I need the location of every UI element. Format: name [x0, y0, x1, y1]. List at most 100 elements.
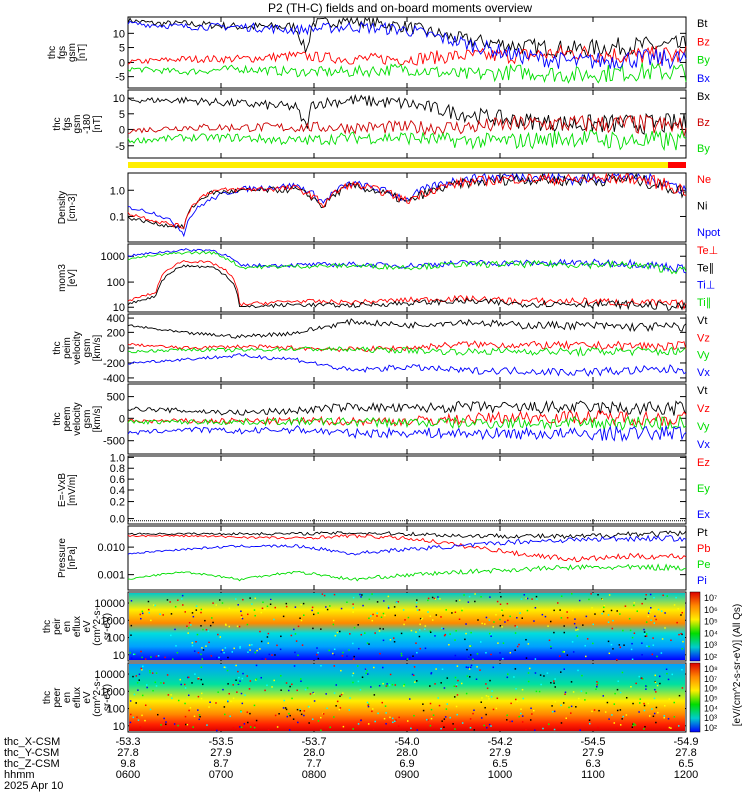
spectrogram-pixel	[413, 666, 416, 668]
spectrogram-pixel	[264, 689, 266, 692]
spectrogram-pixel	[313, 700, 316, 702]
spectrogram-pixel	[442, 627, 445, 630]
spectrogram-pixel	[356, 665, 359, 667]
spectrogram-pixel	[594, 613, 596, 615]
spectrogram-pixel	[550, 647, 552, 650]
spectrogram-pixel	[531, 598, 533, 600]
axis-value-y: 28.0	[303, 747, 324, 759]
spectrogram-pixel	[299, 709, 302, 712]
spectrogram-pixel	[207, 630, 210, 633]
spectrogram-pixel	[439, 598, 441, 600]
spectrogram-pixel	[368, 617, 370, 620]
spectrogram-pixel	[525, 597, 528, 600]
spectrogram-pixel	[638, 711, 640, 713]
spectrogram-pixel	[312, 627, 314, 630]
spectrogram-pixel	[360, 719, 362, 722]
spectrogram-pixel	[335, 705, 337, 707]
spectrogram-pixel	[280, 635, 282, 638]
spectrogram-pixel	[171, 697, 173, 699]
spectrogram-pixel	[422, 703, 424, 705]
spectrogram-pixel	[430, 708, 433, 711]
spectrogram-pixel	[285, 602, 288, 605]
spectrogram-pixel	[585, 655, 587, 658]
spectrogram-pixel	[200, 666, 203, 669]
spectrogram-pixel	[286, 715, 289, 718]
colorbar-tick-label: 10⁸	[704, 664, 718, 674]
spectrogram-pixel	[255, 664, 258, 667]
spectrogram-pixel	[572, 651, 575, 653]
spectrogram-pixel	[169, 601, 171, 603]
spectrogram-pixel	[367, 703, 370, 706]
spectrogram-pixel	[676, 621, 678, 624]
spectrogram-pixel	[632, 702, 634, 705]
spectrogram-pixel	[373, 666, 375, 669]
spectrogram-pixel	[216, 657, 218, 659]
spectrogram-pixel	[200, 678, 202, 681]
spectrogram-pixel	[332, 623, 335, 626]
spectrogram-pixel	[592, 623, 594, 626]
spectrogram-pixel	[239, 680, 241, 682]
y-tick-label: 0.2	[110, 497, 125, 509]
spectrogram-pixel	[170, 613, 173, 615]
spectrogram-pixel	[651, 653, 654, 656]
spectrogram-pixel	[269, 599, 272, 602]
axis-value-z: 9.8	[120, 758, 135, 770]
spectrogram-pixel	[454, 654, 457, 657]
legend-entry: Pt	[697, 527, 707, 539]
spectrogram-pixel	[159, 613, 161, 615]
spectrogram-pixel	[521, 715, 524, 717]
spectrogram-pixel	[184, 702, 186, 705]
axis-value-t: 0800	[302, 769, 326, 781]
spectrogram-pixel	[273, 679, 275, 682]
spectrogram-pixel	[538, 690, 541, 693]
spectrogram-pixel	[625, 697, 628, 699]
spectrogram-pixel	[289, 714, 291, 717]
spectrogram-pixel	[650, 607, 652, 609]
series-Bz	[127, 114, 687, 137]
spectrogram-pixel	[516, 617, 518, 619]
y-axis-label: [km/s]	[92, 405, 103, 432]
spectrogram-pixel	[209, 701, 211, 703]
spectrogram-pixel	[339, 695, 341, 697]
spectrogram-pixel	[458, 618, 461, 621]
spectrogram-pixel	[574, 618, 576, 620]
spectrogram-pixel	[648, 645, 650, 648]
spectrogram-pixel	[311, 606, 314, 609]
spectrogram-pixel	[232, 727, 235, 729]
spectrogram-pixel	[453, 696, 456, 698]
y-tick-label: 1000	[101, 686, 125, 698]
spectrogram-pixel	[255, 719, 258, 722]
spectrogram-pixel	[385, 712, 387, 714]
spectrogram-pixel	[142, 665, 144, 668]
spectrogram-pixel	[402, 609, 405, 611]
spectrogram-pixel	[480, 596, 482, 598]
axis-value-z: 7.7	[306, 758, 321, 770]
spectrogram-pixel	[562, 651, 564, 653]
spectrogram-pixel	[643, 631, 646, 633]
spectrogram-pixel	[191, 644, 194, 647]
spectrogram-pixel	[240, 614, 243, 617]
spectrogram-pixel	[312, 691, 315, 694]
spectrogram-pixel	[443, 718, 446, 720]
axis-value-z: 6.5	[678, 758, 693, 770]
spectrogram-pixel	[485, 713, 487, 716]
spectrogram-pixel	[643, 704, 646, 707]
spectrogram-pixel	[621, 718, 623, 720]
y-axis-label: velocity	[72, 331, 83, 364]
y-axis-label: eflux	[72, 616, 83, 637]
spectrogram-pixel	[215, 702, 217, 704]
spectrogram-pixel	[240, 711, 242, 713]
spectrogram-pixel	[521, 721, 524, 723]
spectrogram-pixel	[130, 624, 133, 627]
spectrogram-pixel	[155, 685, 158, 687]
spectrogram-pixel	[566, 617, 569, 619]
spectrogram-pixel	[523, 594, 526, 596]
spectrogram-pixel	[284, 707, 287, 709]
spectrogram-pixel	[485, 616, 488, 619]
y-tick-label: 0.010	[97, 542, 125, 554]
spectrogram-pixel	[370, 615, 372, 617]
spectrogram-pixel	[416, 599, 418, 601]
spectrogram-pixel	[502, 642, 505, 644]
y-axis-label: E=-VxB	[57, 473, 68, 508]
